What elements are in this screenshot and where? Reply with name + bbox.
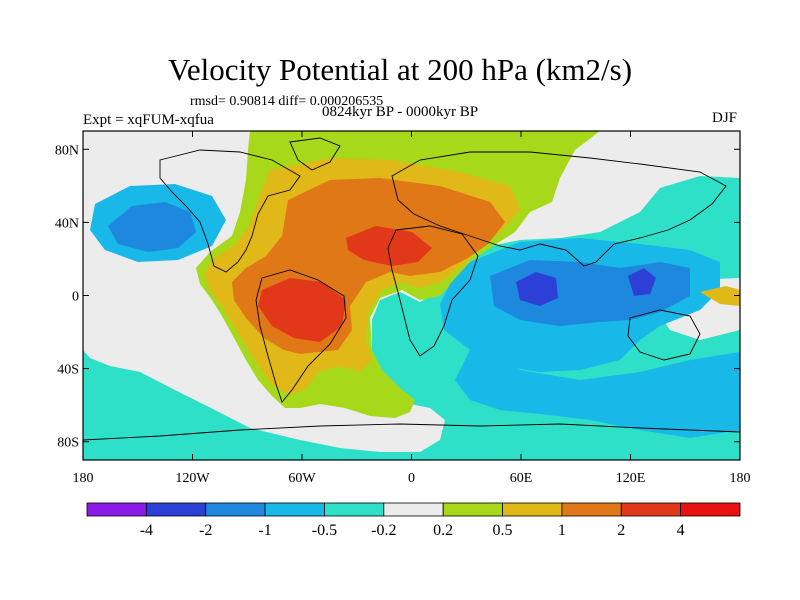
coast-greenland (289, 137, 341, 171)
colorbar-swatch (264, 502, 325, 517)
x-tick-label: 180 (73, 471, 94, 486)
coast-eurasia (391, 151, 727, 267)
y-tick-label: 80S (57, 436, 79, 451)
x-tick-label: 180 (730, 471, 751, 486)
x-tick-label: 120W (175, 471, 210, 486)
colorbar-label: -4 (140, 522, 153, 539)
colorbar-swatch (205, 502, 266, 517)
colorbar-swatch (620, 502, 682, 517)
coast-antarctica (83, 423, 740, 441)
colorbar: -4 -2 -1 -0.5 -0.2 0.2 0.5 1 2 4 (86, 502, 741, 539)
colorbar-label: -1 (258, 522, 271, 539)
colorbar-label: 0.2 (433, 522, 453, 539)
colorbar-label: -0.2 (371, 522, 396, 539)
colorbar-label: 2 (617, 522, 625, 539)
colorbar-label: -0.5 (312, 522, 337, 539)
colorbar-swatch (383, 502, 444, 517)
colorbar-swatch (86, 502, 147, 517)
colorbar-swatch (561, 502, 622, 517)
season-label: DJF (712, 110, 738, 126)
y-tick-label: 40S (57, 363, 79, 378)
field-wpac-pos (700, 286, 740, 306)
plot-title: Velocity Potential at 200 hPa (km2/s) (167, 52, 633, 87)
field-redorange-sam (258, 278, 346, 342)
colorbar-label: 0.5 (493, 522, 513, 539)
field-npac-mid (108, 202, 196, 252)
coast-north-america (159, 149, 301, 273)
x-tick-label: 60W (288, 471, 316, 486)
field-io-deep1 (516, 272, 558, 306)
coast-africa (387, 225, 479, 357)
colorbar-label: -2 (199, 522, 212, 539)
colorbar-swatch (680, 502, 741, 517)
y-tick-label: 80N (55, 143, 79, 158)
coast-australia (627, 309, 701, 361)
y-axis: 80N 40N 0 40S 80S (55, 143, 740, 451)
x-tick-label: 0 (408, 471, 415, 486)
field-south-blue (455, 350, 740, 438)
x-tick-label: 60E (510, 471, 533, 486)
colorbar-swatch (442, 502, 503, 517)
colorbar-swatch (145, 502, 207, 517)
x-axis: 180 120W 60W 0 60E 120E 180 (73, 131, 751, 486)
colorbar-label: 1 (558, 522, 566, 539)
y-tick-label: 40N (55, 216, 79, 231)
coastlines (83, 137, 740, 441)
experiment-label: Expt = xqFUM-xqfua (83, 112, 214, 128)
stats-line: rmsd= 0.90814 diff= 0.000206535 (190, 94, 384, 109)
colorbar-label: 4 (677, 522, 685, 539)
x-tick-label: 120E (616, 471, 646, 486)
period-label: 0824kyr BP - 0000kyr BP (322, 104, 479, 120)
field-io-deep2 (628, 268, 656, 296)
contour-field (83, 131, 740, 460)
y-tick-label: 0 (72, 290, 79, 305)
coast-south-america (255, 269, 347, 403)
colorbar-swatch (502, 502, 563, 517)
colorbar-swatch (324, 502, 385, 517)
